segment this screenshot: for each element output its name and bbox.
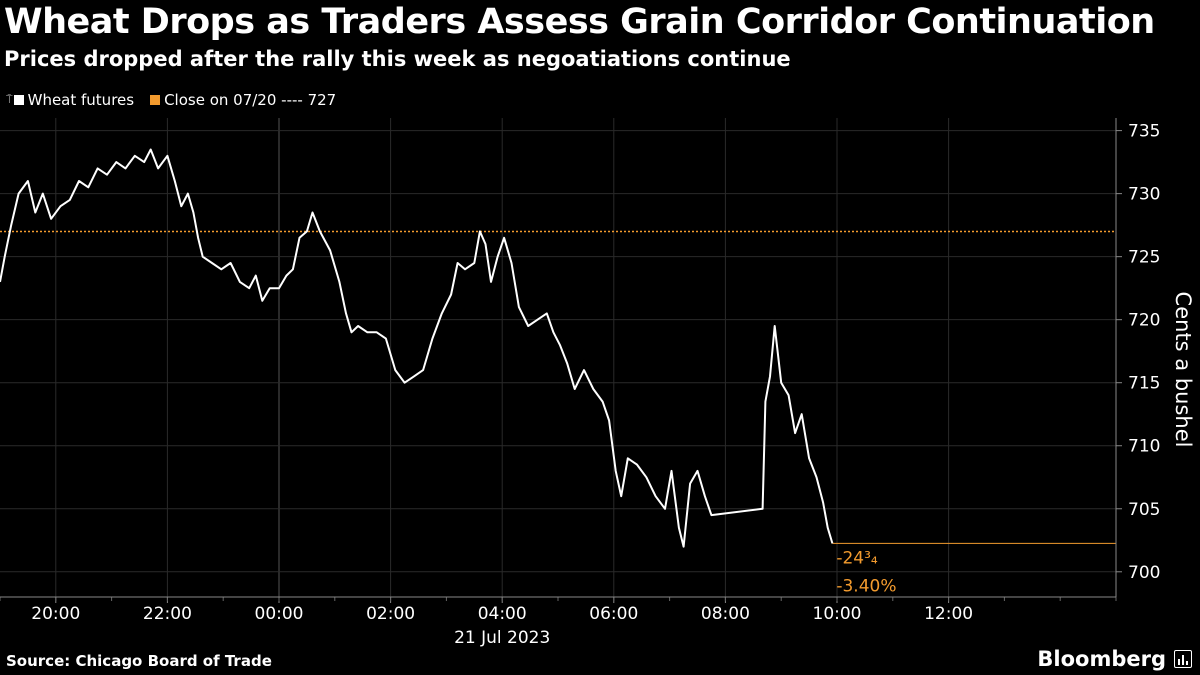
chart-subtitle: Prices dropped after the rally this week… — [4, 47, 791, 71]
x-tick-label: 20:00 — [31, 604, 80, 624]
legend-item-wheat-futures: ⍑ Wheat futures — [6, 91, 134, 109]
legend-drag-icon: ⍑ — [6, 93, 13, 106]
series-group — [0, 148, 834, 548]
source-note: Source: Chicago Board of Trade — [6, 652, 272, 670]
grid-lines — [0, 118, 1116, 597]
legend-swatch-wheat — [13, 95, 24, 105]
y-tick-label: 715 — [1128, 374, 1160, 394]
labels-group: 20:00 22:00 00:00 02:00 04:00 06:00 08:00 10:00… — [31, 122, 1195, 648]
y-axis-title: Cents a bushel — [1171, 292, 1195, 448]
y-tick-label: 705 — [1128, 500, 1160, 520]
y-tick-label: 700 — [1128, 563, 1160, 583]
change-pct-annotation: -3.40% — [836, 576, 896, 596]
axes-group — [0, 118, 1122, 603]
x-tick-label: 10:00 — [813, 604, 862, 624]
y-tick-label: 735 — [1128, 122, 1160, 142]
x-tick-label: 12:00 — [924, 604, 973, 624]
change-annotation: -24³₄ — [836, 548, 878, 568]
legend-item-close: Close on 07/20 ---- 727 — [150, 91, 336, 109]
x-tick-label: 02:00 — [366, 604, 415, 624]
bloomberg-terminal-icon — [1174, 650, 1192, 668]
y-tick-label: 730 — [1128, 185, 1160, 205]
x-tick-label: 00:00 — [255, 604, 304, 624]
series-line-wheat-futures — [0, 148, 834, 548]
y-tick-label: 710 — [1128, 437, 1160, 457]
chart-title: Wheat Drops as Traders Assess Grain Corr… — [4, 2, 1155, 42]
x-tick-label: 08:00 — [701, 604, 750, 624]
legend-swatch-close — [150, 95, 161, 105]
y-tick-label: 720 — [1128, 311, 1160, 331]
x-tick-label: 04:00 — [478, 604, 527, 624]
y-tick-label: 725 — [1128, 248, 1160, 268]
x-tick-label: 22:00 — [143, 604, 192, 624]
legend-label-close: Close on 07/20 ---- 727 — [164, 91, 337, 109]
x-tick-label: 06:00 — [589, 604, 638, 624]
x-date-label: 21 Jul 2023 — [454, 628, 550, 648]
legend-label-wheat-futures: Wheat futures — [27, 91, 135, 109]
legend: ⍑ Wheat futures Close on 07/20 ---- 727 — [6, 91, 352, 109]
reference-line-group — [0, 230, 1116, 544]
brand-logo: Bloomberg — [1037, 647, 1166, 671]
